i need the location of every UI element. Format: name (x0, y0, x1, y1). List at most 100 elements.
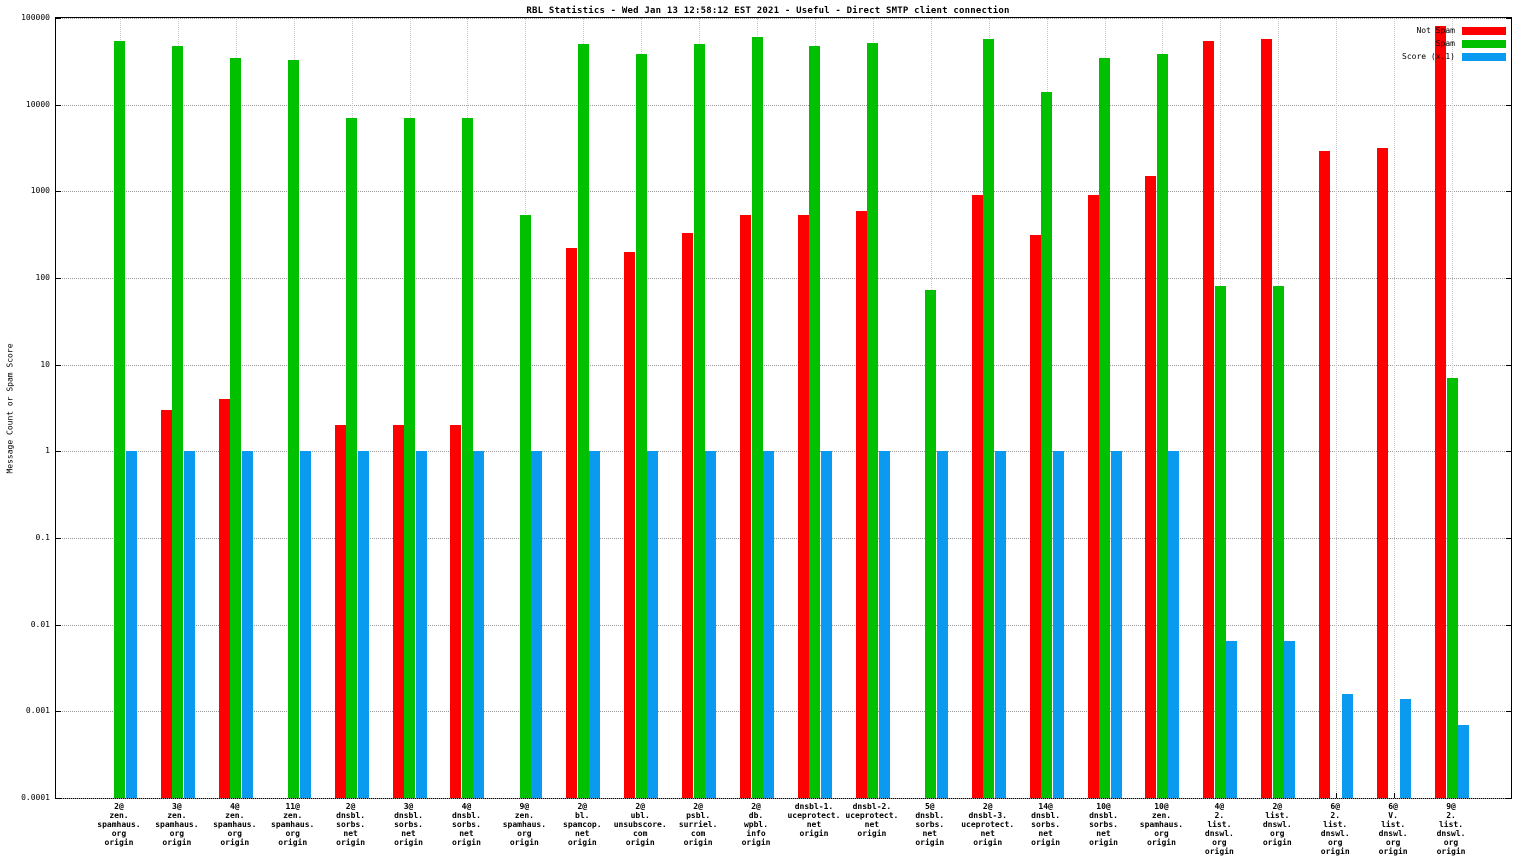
x-tick-label: 4@ dnsbl. sorbs. net origin (452, 802, 481, 847)
bar-score-x-1--6 (473, 451, 485, 798)
bar-spam-18 (1156, 54, 1168, 798)
x-tick-label: 14@ dnsbl. sorbs. net origin (1031, 802, 1061, 847)
bar-spam-13 (867, 42, 879, 798)
bar-spam-17 (1099, 57, 1111, 798)
bar-spam-5 (404, 118, 416, 798)
bar-not-spam-22 (1377, 147, 1389, 798)
bar-not-spam-23 (1435, 26, 1447, 798)
x-tick-label: 2@ dnsbl. sorbs. net origin (336, 802, 366, 847)
bar-not-spam-20 (1261, 38, 1273, 798)
bar-not-spam-16 (1029, 235, 1041, 798)
y-tick-mark-right (1506, 451, 1511, 453)
y-tick-label: 10000 (25, 99, 50, 109)
y-tick-mark (56, 798, 61, 799)
bar-score-x-1--0 (125, 451, 137, 798)
bar-score-x-1--14 (936, 451, 948, 798)
y-tick-mark-right (1506, 18, 1511, 19)
bar-spam-8 (577, 44, 589, 798)
x-tick-label: 6@ V. list. dnswl. org origin (1378, 802, 1408, 856)
y-tick-mark-right (1506, 538, 1511, 539)
y-tick-mark (56, 364, 61, 366)
y-tick-label: 1000 (30, 186, 50, 196)
bar-not-spam-8 (566, 248, 578, 798)
y-tick-mark-right (1506, 364, 1511, 366)
x-tick-label: 10@ dnsbl. sorbs. net origin (1089, 802, 1118, 847)
chart-title: RBL Statistics - Wed Jan 13 12:58:12 EST… (526, 6, 1010, 16)
y-tick-mark-right (1506, 191, 1511, 193)
y-tick-label: 100 (35, 273, 50, 282)
gridline-horizontal (56, 104, 1511, 106)
bar-not-spam-6 (450, 425, 462, 798)
bar-not-spam-12 (797, 214, 809, 798)
bar-not-spam-19 (1203, 40, 1215, 798)
gridline-horizontal (56, 191, 1511, 193)
bar-spam-19 (1214, 286, 1226, 798)
y-tick-mark-right (1506, 798, 1511, 799)
legend-item-score-x-1-: Score (x.1) (1402, 50, 1506, 63)
gridline-horizontal (56, 278, 1511, 279)
gridline-horizontal (56, 538, 1511, 539)
plot-area (55, 17, 1512, 799)
x-tick-label: 6@ 2. list. dnswl. org origin (1320, 802, 1350, 856)
x-tick-label: 2@ list. dnswl. org origin (1262, 802, 1292, 847)
x-tick-label: dnsbl-1. uceprotect. net origin (787, 802, 841, 838)
y-tick-mark (56, 278, 61, 279)
x-tick-label: 2@ psbl. surriel. com origin (678, 802, 718, 847)
bar-score-x-1--2 (241, 451, 253, 798)
bar-spam-0 (114, 40, 126, 798)
bar-score-x-1--21 (1342, 693, 1354, 798)
bar-score-x-1--16 (1052, 451, 1064, 798)
y-tick-label: 0.0001 (21, 793, 50, 802)
gridline-horizontal (56, 798, 1511, 799)
bar-not-spam-11 (740, 214, 752, 798)
y-tick-label: 100000 (21, 13, 50, 22)
bar-not-spam-21 (1319, 151, 1331, 798)
bar-spam-15 (983, 39, 995, 798)
bar-spam-23 (1446, 378, 1458, 798)
bar-score-x-1--19 (1226, 640, 1238, 798)
bar-spam-16 (1041, 92, 1053, 798)
y-tick-mark (56, 104, 61, 106)
x-tick-mark (1394, 793, 1396, 798)
x-tick-label: 2@ zen. spamhaus. org origin (97, 802, 141, 847)
bar-score-x-1--12 (820, 451, 832, 798)
bar-not-spam-4 (334, 425, 346, 798)
gridline-vertical (1394, 18, 1396, 798)
bar-score-x-1--5 (415, 451, 427, 798)
bar-score-x-1--9 (647, 451, 659, 798)
gridline-horizontal (56, 451, 1511, 453)
y-tick-mark-right (1506, 711, 1511, 713)
bar-not-spam-17 (1087, 195, 1099, 798)
x-tick-label: 2@ db. wpbl. info origin (741, 802, 771, 847)
bar-score-x-1--15 (994, 451, 1006, 798)
y-tick-mark (56, 451, 61, 453)
bar-score-x-1--8 (589, 451, 601, 798)
legend-item-spam: Spam (1402, 37, 1506, 50)
x-tick-mark (1336, 793, 1338, 798)
x-tick-label: 4@ zen. spamhaus. org origin (213, 802, 257, 847)
legend-label: Score (x.1) (1402, 52, 1455, 61)
bar-score-x-1--23 (1458, 724, 1470, 798)
y-axis-label: Message Count or Spam Score (5, 343, 15, 474)
bar-score-x-1--11 (763, 451, 775, 798)
bar-not-spam-5 (392, 425, 404, 798)
bar-score-x-1--18 (1168, 451, 1180, 798)
bar-score-x-1--17 (1110, 451, 1122, 798)
y-tick-mark (56, 191, 61, 193)
bar-score-x-1--10 (705, 451, 717, 798)
bar-spam-6 (461, 118, 473, 798)
x-tick-label: 9@ zen. spamhaus. org origin (502, 802, 547, 847)
x-tick-label: 2@ ubl. unsubscore. com origin (613, 802, 667, 847)
gridline-horizontal (56, 364, 1511, 366)
x-tick-label: 9@ 2. list. dnswl. org origin (1436, 802, 1466, 856)
y-tick-mark (56, 18, 61, 19)
legend-swatch (1462, 26, 1506, 35)
x-tick-label: 2@ bl. spamcop. net origin (563, 802, 602, 847)
bar-spam-4 (346, 118, 358, 798)
y-tick-mark-right (1506, 104, 1511, 106)
bar-spam-7 (519, 214, 531, 798)
gridline-horizontal (56, 711, 1511, 713)
y-tick-mark (56, 711, 61, 713)
bar-spam-10 (693, 44, 705, 798)
